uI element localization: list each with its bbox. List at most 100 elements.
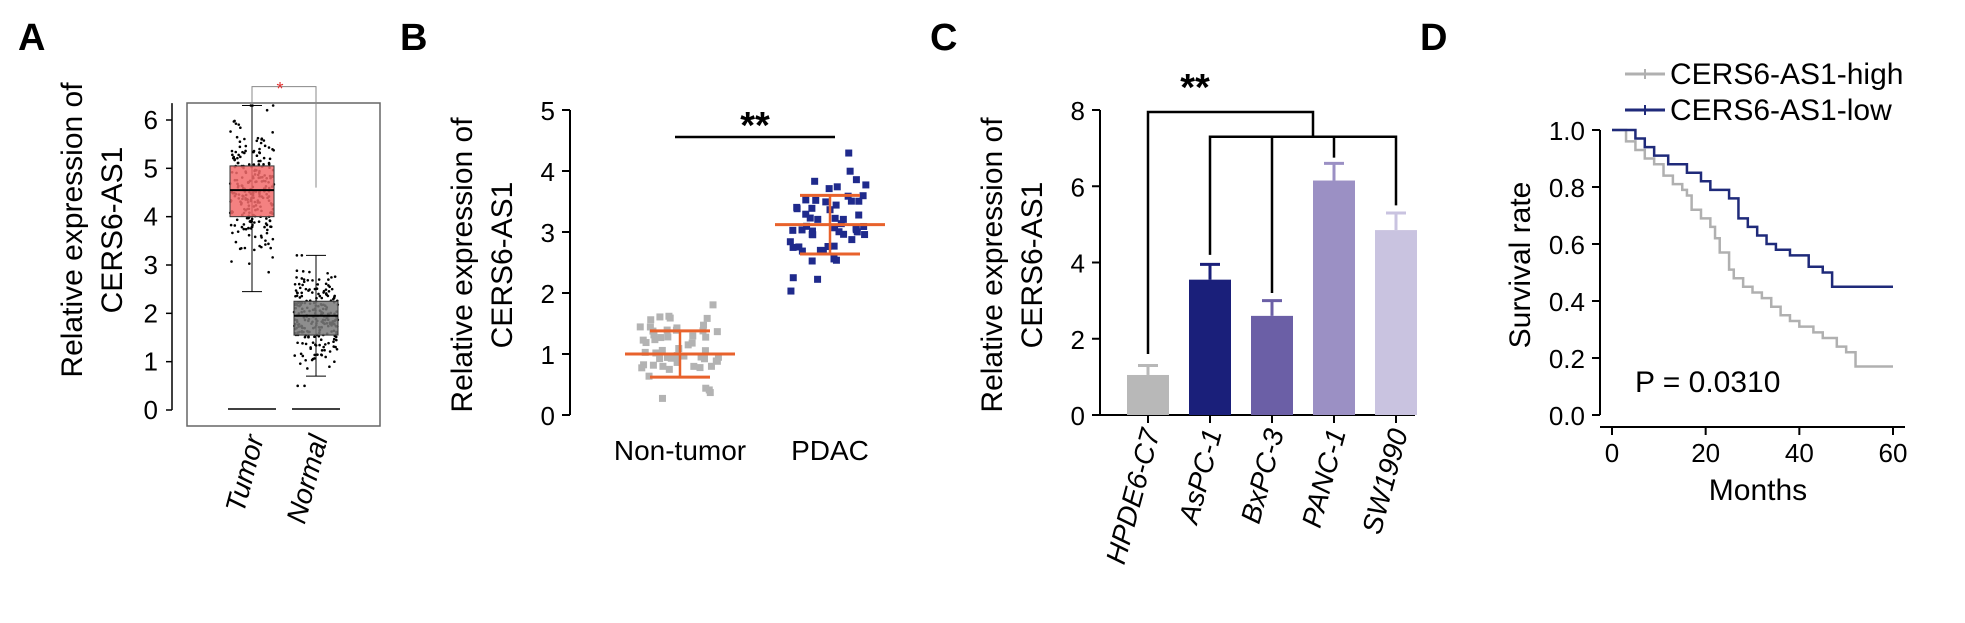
panel-a-point bbox=[253, 248, 256, 252]
panel-a-point bbox=[296, 341, 299, 345]
panel-a-box bbox=[229, 165, 275, 218]
panel-c-category-label: AsPC-1 bbox=[1172, 426, 1227, 529]
panel-a-point bbox=[301, 342, 304, 345]
panel-a-point bbox=[298, 296, 302, 299]
panel-a-point bbox=[322, 345, 325, 349]
panel-a-point bbox=[264, 243, 267, 246]
panel-c-bar bbox=[1313, 180, 1355, 415]
panel-b-point-nontumor bbox=[709, 301, 717, 309]
panel-a-point bbox=[263, 225, 266, 229]
panel-a-point bbox=[271, 104, 275, 107]
panel-a-point bbox=[242, 223, 246, 226]
panel-b-point-pdac bbox=[825, 185, 833, 193]
panel-b-point-nontumor bbox=[658, 394, 666, 402]
panel-b-point-nontumor bbox=[658, 346, 666, 354]
panel-a-sig-bracket bbox=[251, 86, 317, 188]
panel-a-category-label: Tumor bbox=[219, 430, 270, 516]
panel-d: Survival rate Months P = 0.0310 0.0 0.2 0.… bbox=[1504, 58, 1907, 507]
panel-a-point bbox=[235, 135, 239, 139]
panel-a-point bbox=[267, 270, 270, 274]
panel-a-point bbox=[320, 296, 324, 300]
panel-a-point bbox=[231, 231, 234, 235]
panel-a-point bbox=[234, 150, 238, 154]
panel-a-point bbox=[324, 282, 328, 286]
panel-d-ytick-label: 0.2 bbox=[1549, 344, 1585, 374]
panel-d-ytick-label: 0.6 bbox=[1549, 230, 1585, 260]
panel-a-point bbox=[271, 237, 275, 241]
panel-b-point-pdac bbox=[808, 204, 816, 212]
panel-c-ytick-label: 6 bbox=[1071, 172, 1085, 202]
panel-b-ytick-label: 3 bbox=[541, 218, 555, 248]
panel-b-point-nontumor bbox=[638, 364, 646, 372]
panel-a-point bbox=[240, 225, 244, 229]
panel-a-point bbox=[317, 335, 321, 338]
panel-b-ytick-label: 1 bbox=[541, 340, 555, 370]
panel-a-point bbox=[298, 362, 302, 365]
panel-a-point bbox=[293, 354, 297, 357]
panel-a-point bbox=[233, 119, 236, 123]
panel-b-point-pdac bbox=[848, 236, 856, 244]
panel-a-point bbox=[255, 139, 259, 143]
panel-b-point-pdac bbox=[852, 224, 860, 232]
panel-c-ytick-label: 4 bbox=[1071, 249, 1085, 279]
panel-a-point bbox=[300, 277, 304, 280]
panel-b-ytick-label: 0 bbox=[541, 401, 555, 431]
panel-a-point bbox=[230, 260, 233, 263]
panel-b-point-nontumor bbox=[673, 358, 681, 366]
panel-b-point-pdac bbox=[859, 192, 867, 200]
panel-a-point bbox=[332, 340, 335, 344]
panel-a-point bbox=[326, 271, 329, 275]
panel-c-ytick-label: 0 bbox=[1071, 401, 1085, 431]
panel-b-point-pdac bbox=[833, 183, 841, 191]
panel-a-point bbox=[238, 140, 242, 144]
panel-a-point bbox=[335, 347, 339, 351]
panel-a-point bbox=[259, 141, 263, 145]
panel-b-point-pdac bbox=[846, 167, 854, 175]
panel-a: Relative expression of CERS6-AS1 0 1 2 3 4 5 6… bbox=[56, 79, 381, 527]
panel-a-point bbox=[303, 384, 306, 388]
panel-a-point bbox=[334, 335, 338, 339]
panel-b-point-pdac bbox=[824, 243, 832, 251]
panel-b-point-pdac bbox=[840, 230, 848, 238]
panel-b-ytick-label: 5 bbox=[541, 96, 555, 126]
panel-b-point-nontumor bbox=[688, 339, 696, 347]
panel-d-pvalue: P = 0.0310 bbox=[1635, 366, 1780, 399]
panel-c-sig-bracket-main bbox=[1146, 110, 1315, 354]
panel-b-point-nontumor bbox=[702, 333, 710, 341]
panel-b-point-nontumor bbox=[649, 361, 657, 369]
panel-b-point-nontumor bbox=[651, 336, 659, 344]
panel-c-category-label: PANC-1 bbox=[1296, 426, 1352, 531]
panel-a-point bbox=[231, 153, 234, 157]
panel-a-point bbox=[252, 150, 255, 154]
panel-b-point-nontumor bbox=[714, 353, 722, 361]
panel-a-point bbox=[324, 355, 327, 359]
panel-b-point-pdac bbox=[814, 275, 822, 283]
panel-a-point bbox=[265, 231, 269, 235]
panel-a-point bbox=[313, 353, 316, 357]
panel-a-point bbox=[303, 335, 307, 339]
panel-b-point-pdac bbox=[798, 247, 806, 255]
panel-a-point bbox=[235, 218, 239, 222]
panel-b-point-nontumor bbox=[712, 357, 720, 365]
panel-a-point bbox=[301, 270, 305, 273]
panel-a-point bbox=[309, 346, 312, 349]
panel-a-point bbox=[295, 291, 299, 294]
panel-a-point bbox=[298, 286, 302, 290]
panel-b-point-nontumor bbox=[703, 314, 711, 322]
panel-letter-d: D bbox=[1420, 17, 1447, 59]
panel-a-point bbox=[294, 289, 298, 292]
panel-a-point bbox=[328, 350, 332, 353]
panel-a-point bbox=[260, 236, 263, 239]
panel-a-point bbox=[234, 240, 238, 244]
panel-a-point bbox=[271, 147, 274, 151]
panel-b-point-nontumor bbox=[690, 362, 698, 370]
panel-b-point-pdac bbox=[853, 228, 861, 236]
panel-a-point bbox=[265, 108, 269, 112]
panel-a-point bbox=[243, 137, 246, 141]
panel-a-point bbox=[241, 150, 244, 154]
panel-a-point bbox=[239, 126, 242, 130]
panel-b-ylabel-line2: CERS6-AS1 bbox=[486, 182, 519, 349]
panel-a-point bbox=[323, 348, 326, 352]
panel-a-point bbox=[243, 246, 247, 250]
